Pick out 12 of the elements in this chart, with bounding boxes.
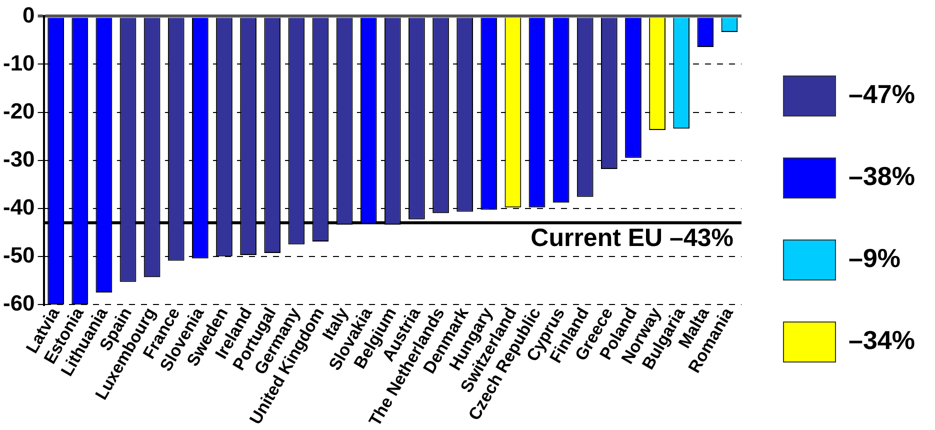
y-tick-label: -10 (3, 50, 35, 76)
y-tick-label: -20 (3, 98, 35, 124)
y-tick-label: -50 (3, 242, 35, 268)
legend-label: –47% (848, 79, 915, 110)
y-tick-label: -60 (3, 290, 35, 316)
legend-label: –38% (848, 161, 915, 192)
y-tick-label: -30 (3, 146, 35, 172)
legend-label: –34% (848, 325, 915, 356)
legend-label: –9% (848, 243, 901, 274)
y-tick-label: 0 (22, 2, 35, 28)
y-tick-label: -40 (3, 194, 35, 220)
ref-line-label: Current EU –43% (530, 224, 734, 252)
